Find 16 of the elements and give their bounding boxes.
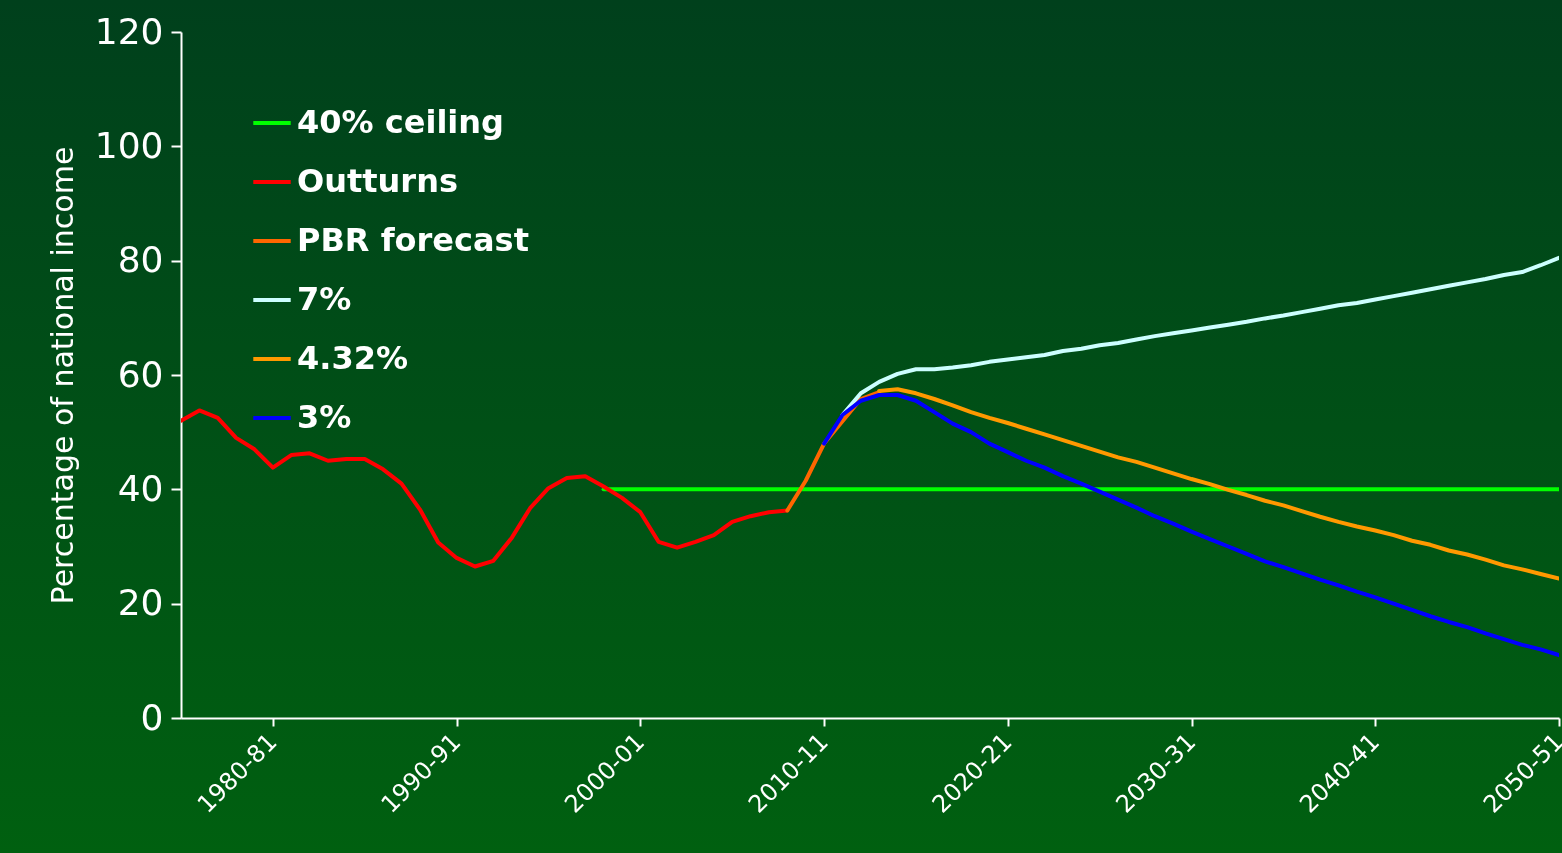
y-tick-label: 20 bbox=[117, 582, 164, 624]
legend-label: 4.32% bbox=[297, 339, 409, 377]
legend-label: 7% bbox=[297, 280, 352, 318]
line-series bbox=[877, 387, 1559, 581]
y-tick-label: 40 bbox=[117, 467, 164, 509]
line-series bbox=[822, 393, 1559, 658]
y-tick-label: 120 bbox=[94, 10, 164, 52]
legend-label: 40% ceiling bbox=[297, 103, 504, 141]
y-tick-label: 100 bbox=[94, 124, 164, 166]
y-axis-title: Percentage of national income bbox=[44, 146, 80, 605]
legend-label: PBR forecast bbox=[297, 221, 529, 259]
legend-label: 3% bbox=[297, 398, 352, 436]
y-tick-label: 60 bbox=[117, 353, 164, 395]
y-tick-label: 0 bbox=[140, 696, 164, 738]
legend-label: Outturns bbox=[297, 162, 458, 200]
y-tick-label: 80 bbox=[117, 239, 164, 281]
